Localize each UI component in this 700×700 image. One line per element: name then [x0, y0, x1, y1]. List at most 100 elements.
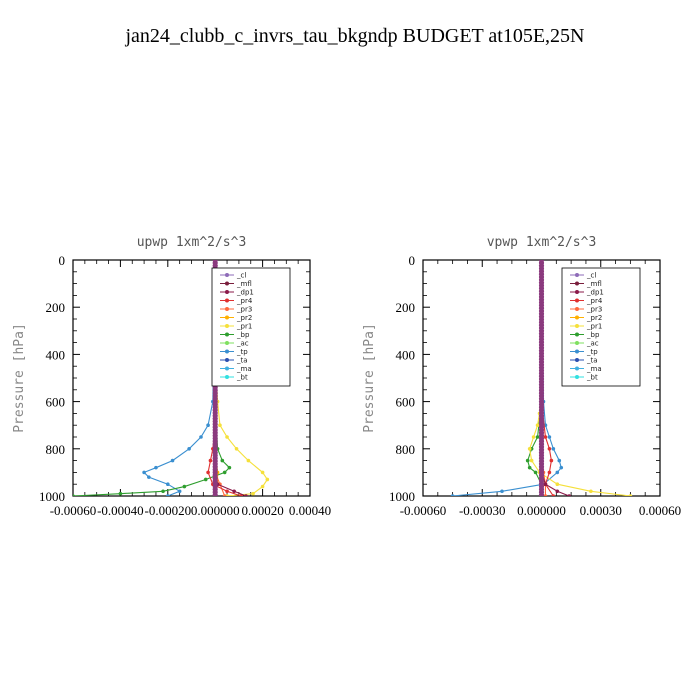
chart-panel-2: vpwp 1xm^2/s^3 0 200 400 600 800 1000-0.00060-…: [362, 235, 681, 518]
series-point-pr1: [260, 484, 265, 489]
series-point-bp: [118, 491, 123, 496]
y-tick-label: 1000: [39, 489, 65, 504]
legend-swatch-marker: [575, 349, 579, 354]
series-point-tp: [547, 435, 552, 439]
figure-title: jan24_clubb_c_invrs_tau_bkgndp BUDGET at…: [124, 25, 584, 47]
y-tick-label: 400: [396, 347, 416, 362]
chart-panels: upwp 1xm^2/s^302004006008001000-0.00060-…: [12, 235, 681, 518]
series-point-dp1: [567, 494, 571, 496]
series-point-pr4: [206, 470, 210, 475]
series-point-pr1: [265, 477, 270, 482]
series-line-tp: [143, 260, 216, 496]
legend-entry: _ma: [586, 365, 602, 373]
series-point-bp: [527, 465, 532, 470]
y-tick-label: 1000: [389, 489, 415, 504]
series-point-tp: [450, 494, 455, 496]
legend-swatch-marker: [225, 324, 229, 328]
series-point-tp: [154, 465, 158, 470]
legend-entry: _ac: [586, 340, 599, 348]
legend-swatch-marker: [575, 375, 579, 379]
series-point-tp: [555, 470, 560, 475]
series-point-pr1: [218, 423, 222, 428]
y-tick-label: 0: [409, 253, 416, 268]
legend-entry: _pr3: [586, 306, 602, 314]
series-point-pr1: [251, 491, 255, 496]
legend-entry: _tp: [236, 348, 248, 356]
legend-entry: _bp: [586, 331, 600, 339]
series-point-pr1: [555, 482, 560, 487]
legend-entry: _ac: [236, 340, 249, 348]
legend-entry: _pr2: [586, 314, 602, 322]
y-tick-label: 600: [396, 395, 416, 410]
series-point-pr1: [628, 494, 633, 496]
legend-swatch-marker: [575, 315, 579, 320]
legend: _cl_mfl_dp1_pr4_pr3_pr2_pr1_bp_ac_tp_ta_…: [211, 267, 291, 387]
series-point-tp: [206, 423, 210, 428]
legend-swatch-marker: [225, 358, 229, 362]
legend-swatch-marker: [225, 349, 229, 354]
x-tick-label: -0.00040: [97, 503, 144, 518]
series-line-bp: [73, 260, 231, 496]
series-point-pr1: [225, 435, 229, 439]
series-point-tp: [166, 482, 170, 487]
x-tick-label: -0.00030: [459, 503, 506, 518]
y-tick-label: 800: [396, 442, 416, 457]
legend-entry: _ma: [236, 365, 252, 373]
legend-swatch-marker: [225, 281, 229, 286]
legend-entry: _pr3: [236, 306, 252, 314]
legend-entry: _pr4: [236, 297, 253, 305]
series-point-tp: [559, 465, 564, 470]
series-point-tp: [166, 494, 170, 496]
zero-marker: [538, 492, 545, 496]
series-point-tp: [142, 470, 146, 475]
x-tick-label: -0.00060: [50, 503, 97, 518]
legend-swatch-marker: [575, 298, 579, 303]
series-point-pr4: [543, 435, 548, 439]
series-point-dp1: [543, 482, 548, 487]
legend-entry: _mfl: [236, 280, 252, 288]
legend-box: [561, 267, 641, 387]
series-point-dp1: [555, 489, 560, 494]
y-axis-label: Pressure [hPa]: [12, 323, 27, 433]
x-tick-label: -0.00020: [145, 503, 192, 518]
series-point-tp: [557, 458, 562, 463]
series-point-pr1: [527, 447, 532, 451]
legend-entry: _bt: [586, 374, 598, 382]
legend-entry: _tp: [586, 348, 598, 356]
legend-swatch-marker: [575, 273, 579, 277]
series-point-bp: [182, 484, 187, 489]
legend-entry: _dp1: [586, 289, 604, 297]
legend-swatch-marker: [225, 375, 229, 379]
legend-entry: _pr4: [586, 297, 603, 305]
series-point-pr3: [222, 494, 227, 496]
y-tick-label: 200: [46, 300, 66, 315]
legend-entry: _ta: [586, 357, 598, 365]
legend-swatch-marker: [575, 366, 579, 371]
legend-entry: _cl: [586, 272, 596, 280]
x-tick-label: 0.00030: [580, 503, 622, 518]
series-point-tp: [147, 475, 151, 479]
legend-swatch-marker: [225, 273, 229, 277]
series-group: [450, 260, 633, 496]
x-tick-label: -0.00060: [400, 503, 447, 518]
legend-swatch-marker: [225, 307, 229, 311]
series-point-pr1: [246, 458, 251, 463]
x-tick-label: 0.00020: [241, 503, 283, 518]
legend-swatch-marker: [575, 332, 579, 337]
series-point-bp: [220, 458, 225, 463]
legend-entry: _bt: [236, 374, 248, 382]
series-point-tp: [199, 435, 203, 439]
legend-swatch-marker: [225, 298, 229, 303]
series-point-dp1: [232, 489, 236, 494]
series-point-dp1: [244, 494, 248, 496]
legend-swatch-marker: [225, 341, 229, 345]
series-point-tp: [500, 489, 504, 494]
x-tick-label: 0.000000: [191, 503, 240, 518]
x-tick-label: 0.000000: [517, 503, 566, 518]
legend-swatch-marker: [575, 307, 579, 311]
legend-swatch-marker: [575, 358, 579, 362]
series-point-tp: [551, 447, 556, 451]
legend-box: [211, 267, 291, 387]
y-tick-label: 800: [46, 442, 66, 457]
